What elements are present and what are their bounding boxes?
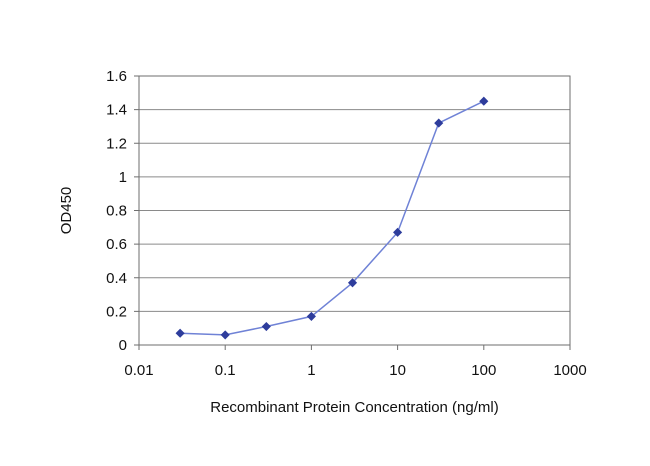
y-tick-label: 1.4 bbox=[106, 102, 127, 119]
axes bbox=[134, 75, 571, 350]
y-tick-label: 0.2 bbox=[106, 303, 127, 320]
data-point-marker bbox=[434, 118, 444, 128]
y-tick-label: 0 bbox=[119, 337, 127, 354]
y-axis-title: OD450 bbox=[58, 187, 75, 235]
data-point-marker bbox=[479, 96, 489, 106]
gridlines bbox=[139, 75, 570, 312]
x-tick-label: 100 bbox=[471, 362, 496, 379]
data-point-marker bbox=[220, 330, 230, 340]
x-tick-label: 10 bbox=[389, 362, 406, 379]
x-tick-label: 1000 bbox=[553, 362, 586, 379]
x-tick-label: 0.01 bbox=[124, 362, 153, 379]
y-tick-label: 1 bbox=[119, 169, 127, 186]
x-tick-label: 0.1 bbox=[215, 362, 236, 379]
data-point-marker bbox=[261, 321, 271, 332]
data-point-marker bbox=[306, 311, 316, 321]
data-point-marker bbox=[393, 227, 403, 237]
y-tick-label: 0.6 bbox=[106, 236, 127, 253]
data-point-marker bbox=[347, 278, 358, 288]
x-tick-label: 1 bbox=[307, 362, 315, 379]
y-tick-label: 0.8 bbox=[106, 203, 127, 220]
x-axis-title: Recombinant Protein Concentration (ng/ml… bbox=[210, 399, 498, 416]
series-line bbox=[180, 100, 485, 336]
tick-labels: 0 0.2 0.4 0.6 0.8 1 1.2 1.4 1.6 0.01 0.1 1 10 100 1000 bbox=[106, 68, 587, 379]
data-point-marker bbox=[175, 328, 185, 338]
y-tick-label: 0.4 bbox=[106, 270, 127, 287]
data-series bbox=[175, 96, 489, 340]
y-tick-label: 1.2 bbox=[106, 135, 127, 152]
y-tick-label: 1.6 bbox=[106, 68, 127, 85]
